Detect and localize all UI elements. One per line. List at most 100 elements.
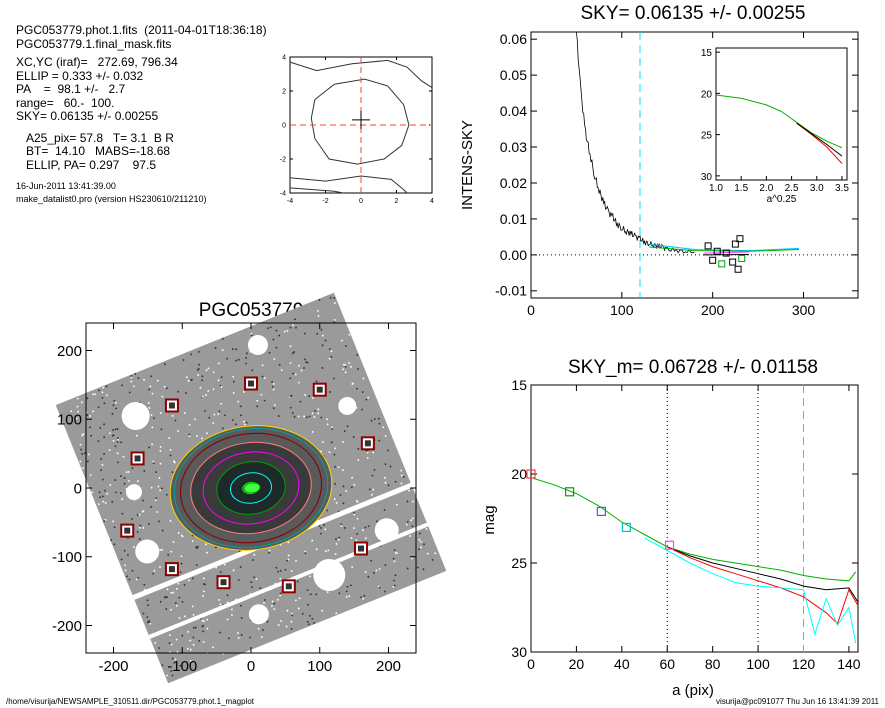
noise-pixel [83, 452, 86, 455]
y-tick-label: 200 [57, 343, 82, 360]
noise-pixel [243, 423, 246, 426]
noise-pixel [237, 400, 240, 403]
noise-pixel [180, 534, 183, 537]
noise-pixel [160, 487, 164, 490]
noise-pixel [340, 339, 343, 342]
noise-pixel [286, 609, 289, 612]
inset-y-tick-label: 30 [701, 172, 713, 183]
noise-pixel [109, 484, 112, 487]
noise-pixel [318, 298, 321, 302]
noise-pixel [352, 435, 355, 438]
noise-pixel [338, 592, 341, 595]
noise-pixel [333, 497, 336, 501]
noise-pixel [167, 553, 170, 556]
noise-pixel [308, 415, 311, 418]
noise-pixel [125, 575, 128, 578]
info-line-3: XC,YC (iraf)= 272.69, 796.34 [16, 55, 178, 69]
noise-pixel [174, 419, 177, 422]
info-date: 16-Jun-2011 13:41:39.00 [16, 181, 116, 191]
noise-pixel [183, 411, 186, 414]
footer-user: visurija@pc091077 Thu Jun 16 13:41:39 20… [715, 697, 879, 706]
isophote-ellipse [229, 472, 273, 504]
noise-pixel [150, 375, 153, 378]
noise-pixel [342, 485, 345, 488]
noise-pixel [226, 357, 229, 360]
info-program: make_datalist0.pro (version HS230610/211… [16, 194, 207, 204]
x-tick-label: 0 [527, 656, 535, 672]
noise-pixel [378, 567, 381, 571]
inset-y-tick-label: 20 [701, 89, 713, 100]
info-line-5: PA = 98.1 +/- 2.7 [16, 82, 126, 96]
noise-pixel [284, 568, 287, 571]
noise-pixel [230, 608, 233, 611]
noise-pixel [119, 491, 122, 495]
sky-sample-box [704, 242, 712, 250]
noise-pixel [181, 600, 184, 603]
noise-pixel [190, 378, 193, 381]
info-line-1: PGC053779.phot.1.fits (2011-04-01T18:36:… [16, 23, 267, 37]
noise-pixel [157, 520, 160, 523]
noise-pixel [121, 384, 124, 387]
sky-sample-box [736, 235, 744, 243]
noise-pixel [326, 591, 329, 594]
noise-pixel [239, 405, 242, 408]
mag-series-line [644, 537, 857, 644]
noise-pixel [306, 589, 309, 592]
noise-pixel [279, 569, 282, 572]
noise-pixel [400, 469, 403, 472]
noise-pixel [250, 581, 253, 584]
noise-pixel [205, 551, 208, 554]
noise-pixel [81, 434, 84, 437]
noise-pixel [191, 577, 194, 580]
inset-y-tick-label: 25 [701, 131, 713, 142]
noise-pixel [130, 376, 133, 379]
noise-pixel [159, 462, 162, 465]
noise-pixel [411, 517, 414, 520]
noise-pixel [161, 664, 164, 667]
sky-sample-box [718, 260, 726, 268]
noise-pixel [192, 613, 195, 616]
noise-pixel [363, 594, 366, 597]
inset-x-tick-label: 2.5 [785, 183, 799, 194]
x-tick-label: 200 [701, 302, 725, 318]
y-tick-label: 0.02 [500, 175, 527, 191]
noise-pixel [202, 620, 205, 623]
noise-pixel [205, 432, 208, 435]
noise-pixel [357, 447, 360, 450]
noise-pixel [116, 428, 119, 431]
noise-pixel [353, 511, 356, 514]
noise-pixel [245, 421, 248, 424]
noise-pixel [181, 634, 184, 637]
noise-pixel [375, 520, 379, 523]
mag-sample-box [664, 540, 675, 550]
noise-pixel [245, 362, 248, 365]
noise-pixel [100, 457, 103, 460]
noise-pixel [214, 546, 217, 549]
noise-pixel [123, 476, 126, 480]
noise-pixel [289, 326, 292, 329]
noise-pixel [326, 423, 329, 426]
x-tick-label: 300 [792, 302, 816, 318]
noise-pixel [370, 419, 373, 422]
noise-pixel [188, 423, 191, 426]
noise-pixel [325, 418, 329, 421]
noise-pixel [298, 597, 301, 600]
noise-pixel [306, 620, 309, 623]
noise-pixel [150, 486, 153, 489]
galaxy-nucleus [243, 482, 261, 494]
noise-pixel [137, 577, 140, 580]
inset-x-tick-label: 1.0 [709, 183, 723, 194]
noise-pixel [372, 451, 375, 454]
noise-pixel [334, 553, 337, 556]
noise-pixel [386, 449, 390, 452]
noise-pixel [158, 476, 161, 479]
x-tick-label: 4 [430, 198, 434, 205]
noise-pixel [335, 542, 338, 545]
noise-pixel [309, 575, 312, 578]
noise-pixel [234, 423, 237, 426]
noise-pixel [114, 479, 117, 482]
noise-pixel [111, 429, 114, 432]
noise-pixel [185, 376, 188, 379]
noise-pixel [272, 338, 275, 341]
noise-pixel [303, 332, 306, 335]
